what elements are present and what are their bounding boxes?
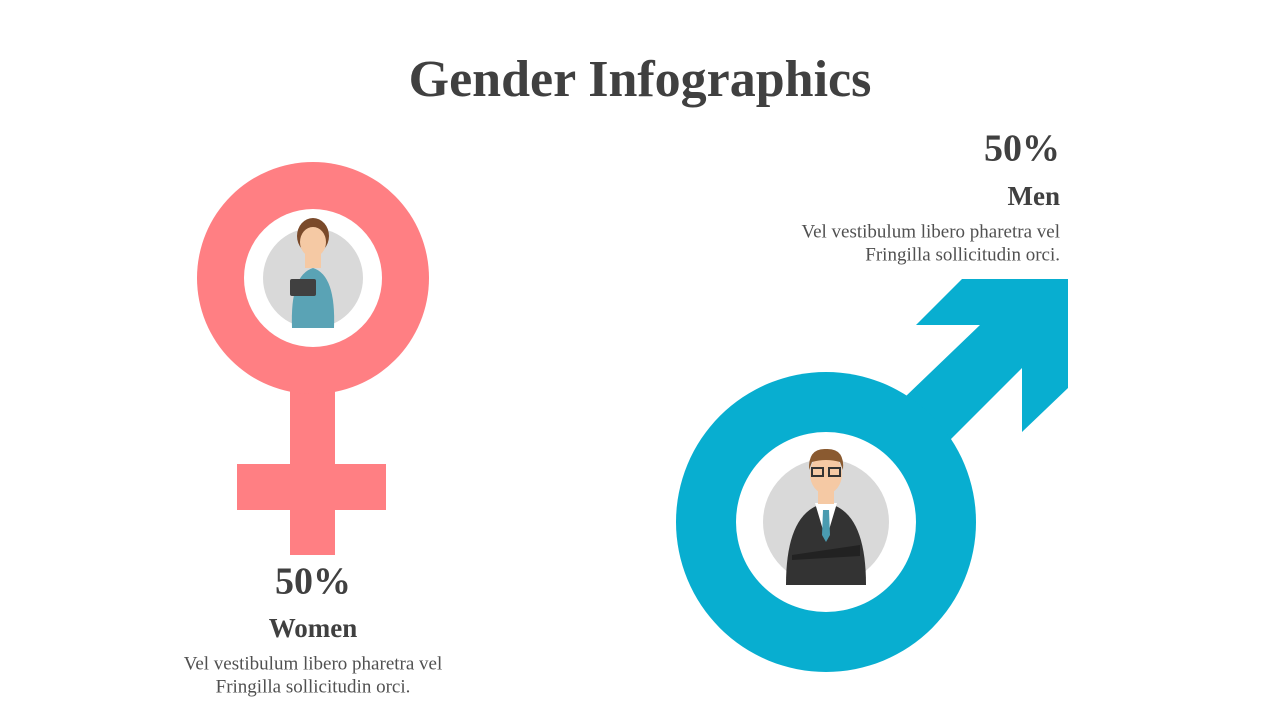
women-description: Vel vestibulum libero pharetra vel (184, 653, 443, 674)
man-icon (786, 448, 866, 585)
women-label: Women (269, 613, 358, 643)
woman-icon (290, 218, 335, 328)
male-symbol (676, 279, 1068, 672)
men-percent: 50% (984, 128, 1060, 170)
female-symbol (197, 162, 429, 555)
women-description: Fringilla sollicitudin orci. (216, 676, 411, 697)
title: Gender Infographics (409, 51, 872, 108)
men-description: Vel vestibulum libero pharetra vel (801, 221, 1060, 242)
men-label: Men (1008, 181, 1060, 211)
women-percent: 50% (275, 561, 351, 603)
men-description: Fringilla sollicitudin orci. (865, 244, 1060, 265)
